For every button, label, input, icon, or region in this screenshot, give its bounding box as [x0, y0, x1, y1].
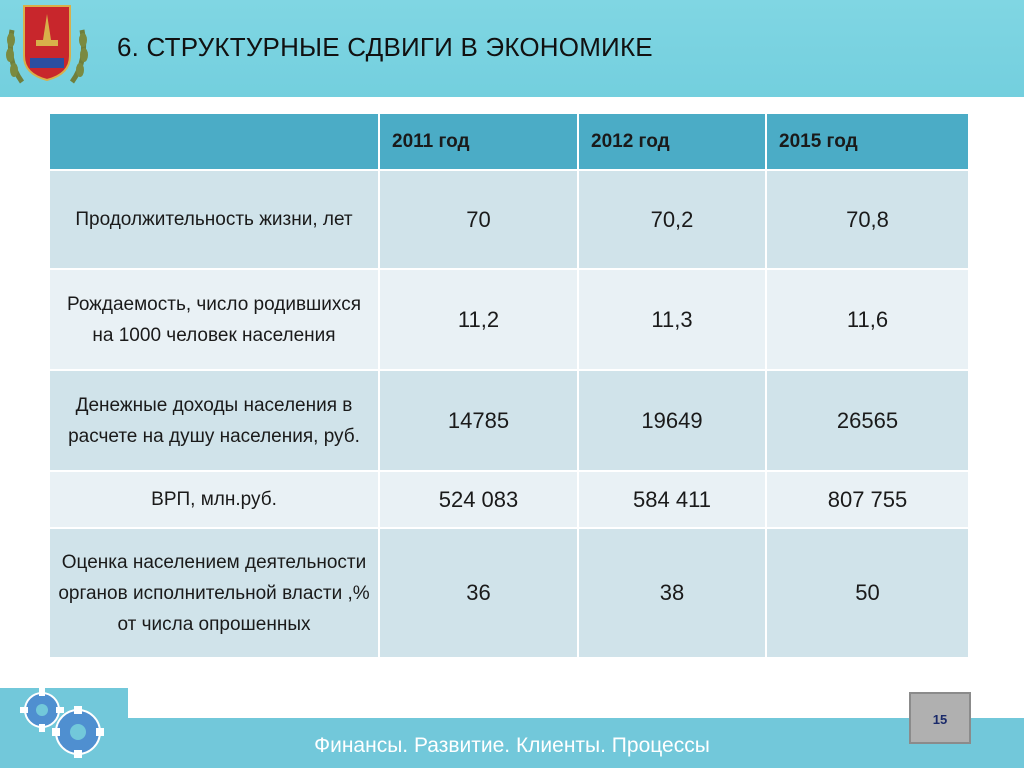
row-label: ВРП, млн.руб.	[48, 470, 380, 529]
table-row: Рождаемость, число родившихся на 1000 че…	[48, 268, 970, 371]
table-cell: 50	[765, 527, 970, 659]
table-cell: 14785	[378, 369, 579, 472]
row-label: Рождаемость, число родившихся на 1000 че…	[48, 268, 380, 371]
page-title: 6. СТРУКТУРНЫЕ СДВИГИ В ЭКОНОМИКЕ	[117, 32, 653, 62]
table-cell: 36	[378, 527, 579, 659]
column-header: 2015 год	[765, 112, 970, 171]
table-cell: 807 755	[765, 470, 970, 529]
table-cell: 70,8	[765, 169, 970, 270]
table-row: ВРП, млн.руб. 524 083 584 411 807 755	[48, 470, 970, 529]
row-label: Оценка населением деятельности органов и…	[48, 527, 380, 659]
table-cell: 11,6	[765, 268, 970, 371]
header-band: 6. СТРУКТУРНЫЕ СДВИГИ В ЭКОНОМИКЕ	[0, 0, 1024, 97]
footer-slogan: Финансы. Развитие. Клиенты. Процессы	[314, 734, 710, 757]
table-cell: 70	[378, 169, 579, 270]
column-header: 2011 год	[378, 112, 579, 171]
economy-table: 2011 год 2012 год 2015 год Продолжительн…	[48, 112, 970, 659]
table-cell: 11,3	[577, 268, 767, 371]
table-cell: 11,2	[378, 268, 579, 371]
table-row: Продолжительность жизни, лет 70 70,2 70,…	[48, 169, 970, 270]
table-row: Оценка населением деятельности органов и…	[48, 527, 970, 659]
table-cell: 19649	[577, 369, 767, 472]
column-header	[48, 112, 380, 171]
table-header-row: 2011 год 2012 год 2015 год	[48, 112, 970, 171]
table-cell: 70,2	[577, 169, 767, 270]
row-label: Денежные доходы населения в расчете на д…	[48, 369, 380, 472]
page-number: 15	[932, 712, 948, 727]
table-cell: 524 083	[378, 470, 579, 529]
row-label: Продолжительность жизни, лет	[48, 169, 380, 270]
column-header: 2012 год	[577, 112, 767, 171]
footer-band	[0, 718, 1024, 768]
table-row: Денежные доходы населения в расчете на д…	[48, 369, 970, 472]
gears-icon	[20, 688, 104, 758]
page-number-box: 15	[909, 692, 971, 744]
table-cell: 38	[577, 527, 767, 659]
table-cell: 584 411	[577, 470, 767, 529]
table-cell: 26565	[765, 369, 970, 472]
volgograd-emblem-icon	[6, 5, 88, 84]
